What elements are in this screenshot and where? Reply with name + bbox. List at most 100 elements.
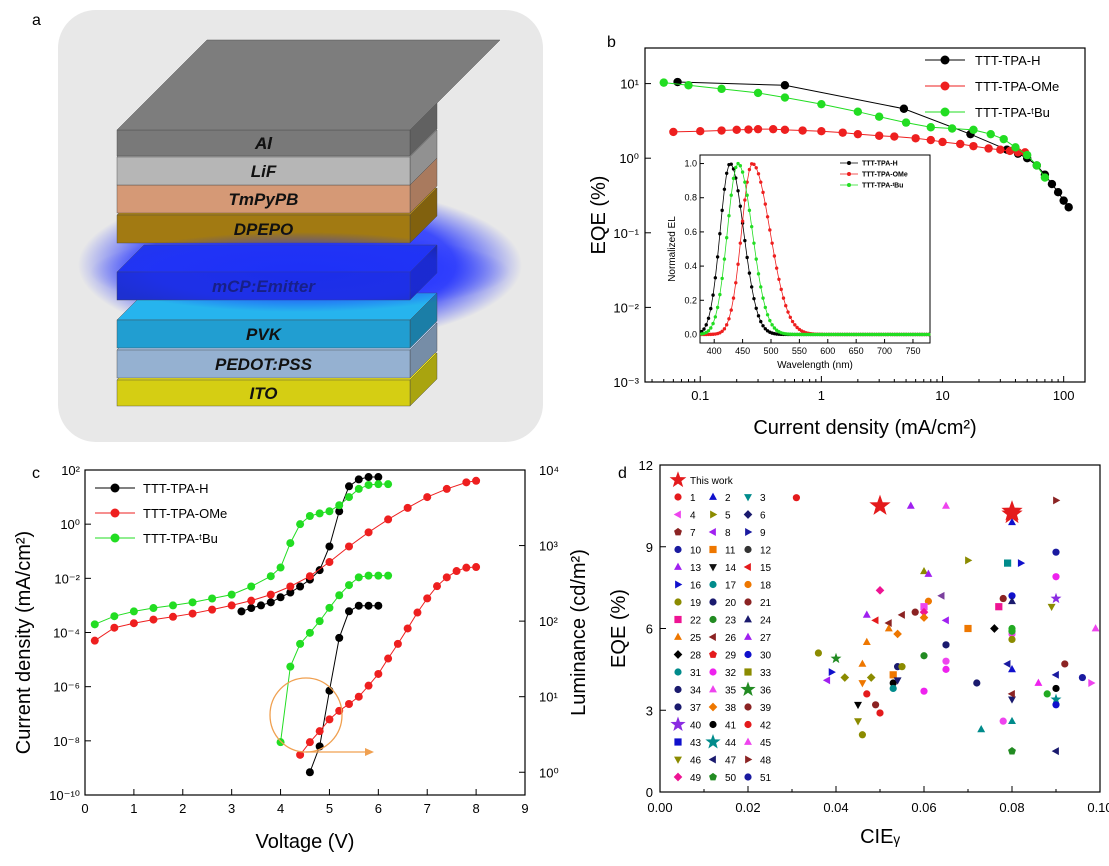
legend-marker (675, 580, 683, 589)
data-point (911, 134, 920, 143)
legend-label: 49 (690, 773, 702, 784)
data-point (1047, 179, 1057, 189)
y2-tick-label: 10⁰ (539, 765, 559, 780)
inset-data-point (752, 296, 756, 301)
data-point (286, 662, 295, 671)
legend-label: 2 (725, 493, 731, 504)
scatter-point (1052, 573, 1060, 581)
legend-label: 20 (725, 598, 737, 609)
inset-data-point (772, 326, 777, 330)
inset-data-point (720, 208, 724, 213)
legend-label: 13 (690, 563, 702, 574)
inset-data-point (774, 266, 779, 270)
data-point (149, 604, 158, 613)
legend-marker (674, 562, 682, 570)
legend-marker (744, 668, 752, 676)
data-point (208, 594, 217, 603)
legend-marker (743, 563, 751, 571)
data-point (345, 542, 353, 551)
x-tick-label: 2 (179, 801, 186, 816)
inset-data-point (759, 285, 763, 289)
inset-data-point (727, 214, 731, 218)
panel-label-a: a (32, 12, 41, 29)
x-tick-label: 6 (375, 801, 382, 816)
legend-label: 45 (760, 738, 772, 749)
y-tick-label: 10⁻¹⁰ (49, 788, 80, 803)
scatter-point (862, 637, 871, 646)
scatter-point (1052, 684, 1060, 693)
legend-label: 42 (760, 721, 772, 732)
inset-data-point (715, 255, 720, 259)
x-tick-label: 0.06 (911, 800, 936, 815)
legend-label: 38 (725, 703, 737, 714)
data-point (452, 567, 461, 576)
x-tick-label: 0.10 (1087, 800, 1109, 815)
data-point (335, 591, 344, 600)
x-tick-label: 10 (935, 388, 949, 403)
scatter-point (1052, 548, 1060, 556)
scatter-point (889, 671, 897, 679)
inset-y-tick-label: 0.6 (684, 227, 697, 237)
data-point (364, 480, 373, 489)
scatter-point (999, 717, 1007, 725)
inset-data-point (927, 332, 931, 337)
data-point (237, 607, 246, 616)
data-point (462, 563, 471, 572)
inset-data-point (743, 180, 747, 184)
legend-label: 26 (725, 633, 737, 644)
data-point (403, 503, 412, 512)
legend-marker (674, 598, 682, 606)
data-point (780, 125, 790, 135)
data-point (926, 135, 935, 145)
legend-label: 19 (690, 598, 702, 609)
legend-marker (110, 483, 120, 493)
data-point (403, 624, 412, 633)
data-point (669, 127, 678, 137)
inset-data-point (777, 277, 781, 282)
legend-label: 18 (760, 581, 772, 592)
inset-data-point (711, 293, 715, 297)
data-point (384, 571, 393, 580)
highlight-circle (269, 677, 343, 753)
data-point (345, 700, 353, 709)
data-point (853, 129, 863, 139)
data-point (780, 81, 790, 90)
inset-data-point (770, 241, 774, 245)
legend-marker (709, 650, 717, 658)
inset-data-point (738, 241, 743, 245)
x-tick-label: 1 (130, 801, 137, 816)
data-point (890, 132, 899, 141)
inset-data-point (793, 323, 797, 327)
inset-data-point (724, 235, 729, 240)
legend-label: 8 (725, 528, 731, 539)
inset-x-tick-label: 700 (877, 346, 892, 356)
scatter-point (920, 652, 928, 660)
data-point (110, 623, 119, 632)
inset-data-point (795, 325, 799, 330)
inset-data-point (727, 317, 731, 321)
legend-marker (674, 738, 682, 746)
scatter-point (889, 684, 897, 693)
inset-data-point (754, 166, 758, 170)
inset-data-point (706, 316, 711, 320)
legend-marker (709, 580, 717, 589)
data-point (996, 145, 1005, 154)
inset-data-point (747, 208, 752, 213)
legend-marker (710, 510, 718, 519)
scatter-point (897, 610, 905, 619)
inset-data-point (722, 187, 727, 191)
legend-marker (110, 533, 120, 543)
y2-tick-label: 10¹ (539, 690, 558, 705)
data-point (744, 125, 753, 134)
scatter-point (1008, 665, 1016, 673)
inset-data-point (781, 296, 786, 300)
legend-marker (673, 650, 683, 659)
inset-data-point (702, 327, 706, 331)
data-point (462, 478, 471, 487)
legend-label: TTT-TPA-OMe (975, 79, 1059, 94)
y-tick-label: 10⁻⁴ (53, 626, 80, 641)
inset-data-point (761, 190, 765, 195)
y-tick-label: 12 (639, 458, 653, 473)
inset-data-point (770, 323, 774, 327)
data-point (374, 669, 383, 678)
